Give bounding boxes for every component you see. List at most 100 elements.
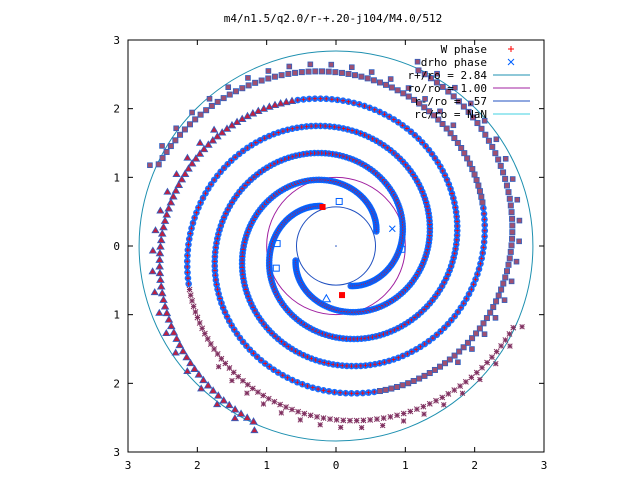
radius-circle (266, 176, 406, 316)
data-point (502, 156, 509, 162)
x-tick-label: 0 (333, 459, 340, 472)
data-point (360, 417, 367, 424)
y-tick-label: 2 (113, 377, 120, 390)
data-point (481, 233, 488, 240)
data-point (507, 343, 513, 349)
data-point (421, 71, 428, 78)
data-point (186, 121, 193, 128)
data-point (265, 395, 272, 402)
data-point (470, 114, 477, 121)
data-point (271, 73, 278, 80)
data-point (276, 99, 285, 107)
data-point (477, 260, 484, 268)
data-point (506, 255, 513, 262)
data-point (479, 199, 486, 206)
legend-label: r-/ro = .57 (414, 95, 487, 108)
data-point (399, 382, 406, 389)
data-point (466, 160, 473, 167)
data-point (492, 315, 499, 321)
data-point (481, 221, 489, 229)
data-point (222, 360, 229, 367)
data-point (347, 417, 353, 424)
data-point (155, 268, 165, 277)
data-point (289, 406, 295, 413)
data-point (487, 309, 494, 316)
data-point (294, 96, 302, 104)
data-point (495, 292, 502, 299)
data-point (183, 263, 191, 271)
data-point (260, 401, 267, 407)
data-point (343, 362, 351, 370)
data-point (371, 106, 378, 114)
data-point (355, 101, 363, 108)
data-point (307, 412, 314, 419)
data-point (441, 402, 447, 408)
data-point (190, 303, 197, 310)
data-point (317, 422, 323, 428)
data-point (450, 122, 457, 129)
data-point (195, 204, 202, 211)
phase-points (147, 58, 525, 434)
data-point (421, 372, 428, 379)
data-point (447, 130, 454, 137)
data-point (213, 400, 222, 408)
data-point (307, 122, 315, 130)
data-point (387, 76, 394, 82)
data-point (420, 403, 427, 410)
data-point (184, 269, 191, 276)
data-point (325, 388, 333, 395)
data-point (193, 209, 200, 216)
data-point (500, 280, 507, 287)
data-point (208, 102, 215, 109)
x-tick-label: 1 (263, 459, 270, 472)
data-point (502, 274, 509, 281)
data-point (475, 265, 483, 273)
data-point (242, 413, 252, 421)
data-point (172, 169, 181, 177)
data-point (211, 262, 219, 270)
x-tick-label: 3 (541, 459, 548, 472)
data-point (203, 107, 210, 114)
data-point (237, 114, 247, 122)
data-point (258, 77, 265, 84)
data-point (185, 241, 192, 248)
data-point (481, 216, 488, 223)
data-point (225, 400, 234, 409)
data-point (470, 281, 477, 288)
data-point (254, 389, 261, 396)
data-point (498, 286, 505, 293)
data-point (199, 325, 206, 332)
data-point (387, 413, 394, 420)
data-point (439, 121, 446, 128)
data-point (451, 352, 458, 359)
data-point (437, 108, 443, 115)
data-point (469, 335, 476, 342)
data-point (156, 282, 166, 290)
data-point (422, 96, 428, 102)
data-point (322, 95, 330, 103)
data-point (388, 385, 395, 392)
data-point (328, 61, 335, 68)
data-point (206, 95, 213, 102)
data-point (226, 365, 233, 371)
data-point (208, 136, 218, 144)
data-point (285, 70, 292, 77)
data-point (155, 255, 164, 263)
data-point (226, 91, 233, 98)
data-point (445, 390, 452, 397)
data-point (370, 388, 378, 396)
data-point (201, 330, 208, 337)
data-point (289, 376, 296, 384)
data-point (334, 96, 341, 104)
data-point (187, 159, 197, 167)
data-point (478, 255, 485, 262)
data-point (207, 341, 214, 347)
data-point (196, 319, 203, 326)
data-point (191, 214, 198, 222)
data-point (227, 120, 237, 129)
data-point (166, 198, 176, 206)
data-point (421, 104, 428, 111)
data-point (309, 384, 317, 391)
data-point (501, 297, 508, 303)
